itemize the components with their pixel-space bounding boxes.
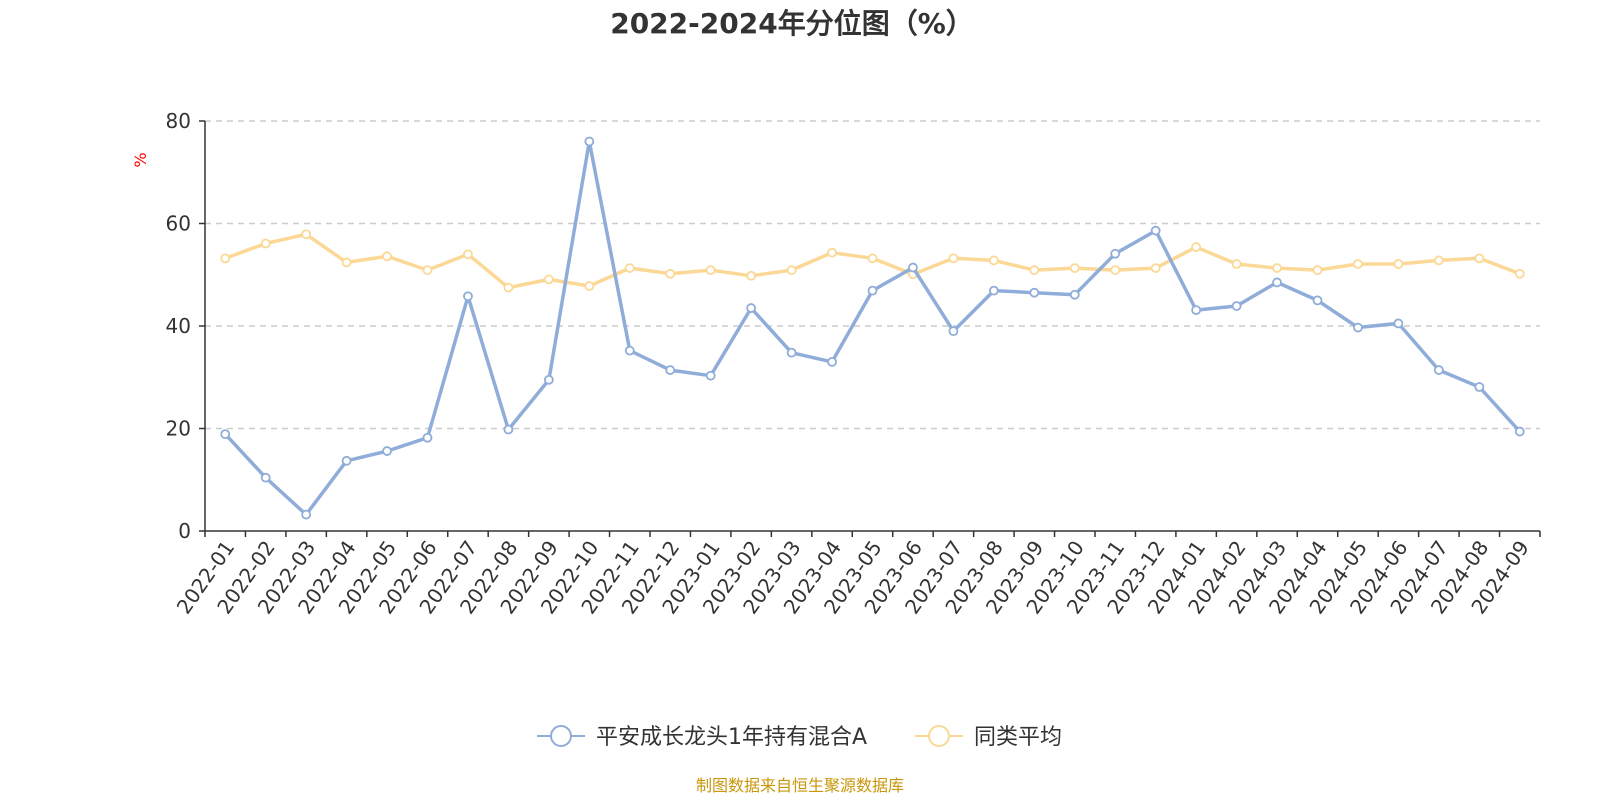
data-point — [301, 509, 312, 520]
data-point — [503, 282, 514, 293]
data-point — [988, 255, 999, 266]
data-point — [746, 303, 757, 313]
data-point — [1474, 382, 1485, 392]
data-point — [543, 274, 554, 285]
y-tick-label: 40 — [166, 314, 191, 338]
legend-marker — [928, 725, 950, 747]
y-tick-label: 80 — [166, 109, 191, 133]
y-axis-label: % — [131, 152, 150, 167]
data-point — [948, 326, 959, 337]
data-point — [584, 136, 595, 147]
data-point — [786, 265, 797, 276]
data-point — [948, 253, 959, 264]
data-point — [1272, 263, 1282, 273]
data-point — [867, 253, 878, 264]
grid-lines — [205, 120, 1540, 430]
data-point — [1231, 259, 1242, 269]
data-point — [260, 238, 271, 249]
data-point — [786, 347, 797, 358]
legend-marker — [550, 725, 572, 747]
data-point — [988, 285, 999, 296]
data-point — [1393, 318, 1404, 329]
data-point — [1474, 253, 1485, 264]
data-point — [1110, 248, 1121, 259]
data-point — [1312, 295, 1323, 306]
data-point — [1150, 263, 1161, 273]
data-point — [1191, 305, 1202, 316]
legend-label: 同类平均 — [974, 725, 1062, 750]
data-point — [1069, 289, 1080, 300]
data-point — [1029, 265, 1040, 276]
data-point — [1433, 365, 1444, 375]
data-point — [584, 281, 595, 291]
data-point — [746, 270, 757, 281]
data-point — [1514, 268, 1525, 279]
data-point — [1231, 301, 1242, 311]
data-point — [422, 265, 433, 276]
data-point — [1029, 287, 1040, 298]
data-point — [908, 262, 918, 273]
data-point — [1433, 255, 1444, 266]
data-point — [1069, 263, 1080, 273]
y-tick-label: 0 — [178, 519, 191, 543]
data-point — [463, 291, 473, 302]
legend-item[interactable]: 同类平均 — [915, 725, 1062, 750]
data-point — [1191, 242, 1202, 252]
data-point — [1353, 259, 1363, 269]
legend[interactable]: 平安成长龙头1年持有混合A 同类平均 — [537, 725, 1062, 750]
data-point — [1150, 225, 1161, 236]
data-point — [382, 446, 392, 456]
data-point — [341, 455, 352, 466]
source-note: 制图数据来自恒生聚源数据库 — [696, 776, 904, 795]
data-point — [624, 345, 635, 356]
data-point — [382, 251, 392, 262]
data-point — [665, 268, 676, 279]
data-point — [1514, 426, 1525, 437]
data-point — [1272, 277, 1282, 288]
data-point — [503, 424, 514, 435]
y-tick-label: 60 — [166, 212, 191, 236]
data-point — [422, 432, 433, 443]
data-point — [827, 247, 837, 258]
data-point — [1393, 259, 1404, 269]
series-line — [223, 139, 1522, 517]
axes: 0204060802022-012022-022022-032022-04202… — [166, 109, 1541, 618]
data-point — [624, 263, 635, 273]
data-point — [220, 253, 231, 264]
legend-label: 平安成长龙头1年持有混合A — [596, 725, 867, 750]
series-layer — [220, 136, 1525, 520]
data-point — [705, 265, 716, 276]
series-1 — [220, 136, 1525, 520]
data-point — [665, 365, 676, 375]
data-point — [827, 356, 837, 367]
data-point — [220, 429, 231, 440]
data-point — [705, 370, 716, 381]
data-point — [1110, 265, 1121, 276]
chart-title: 2022-2024年分位图（%） — [610, 7, 974, 40]
y-tick-label: 20 — [166, 417, 191, 441]
data-point — [341, 257, 352, 268]
data-point — [543, 374, 554, 385]
data-point — [463, 249, 473, 260]
data-point — [1353, 322, 1363, 333]
series-2 — [220, 229, 1525, 293]
data-point — [301, 229, 312, 240]
data-point — [1312, 265, 1323, 276]
data-point — [260, 472, 271, 483]
data-point — [867, 285, 878, 296]
legend-item[interactable]: 平安成长龙头1年持有混合A — [537, 725, 867, 750]
